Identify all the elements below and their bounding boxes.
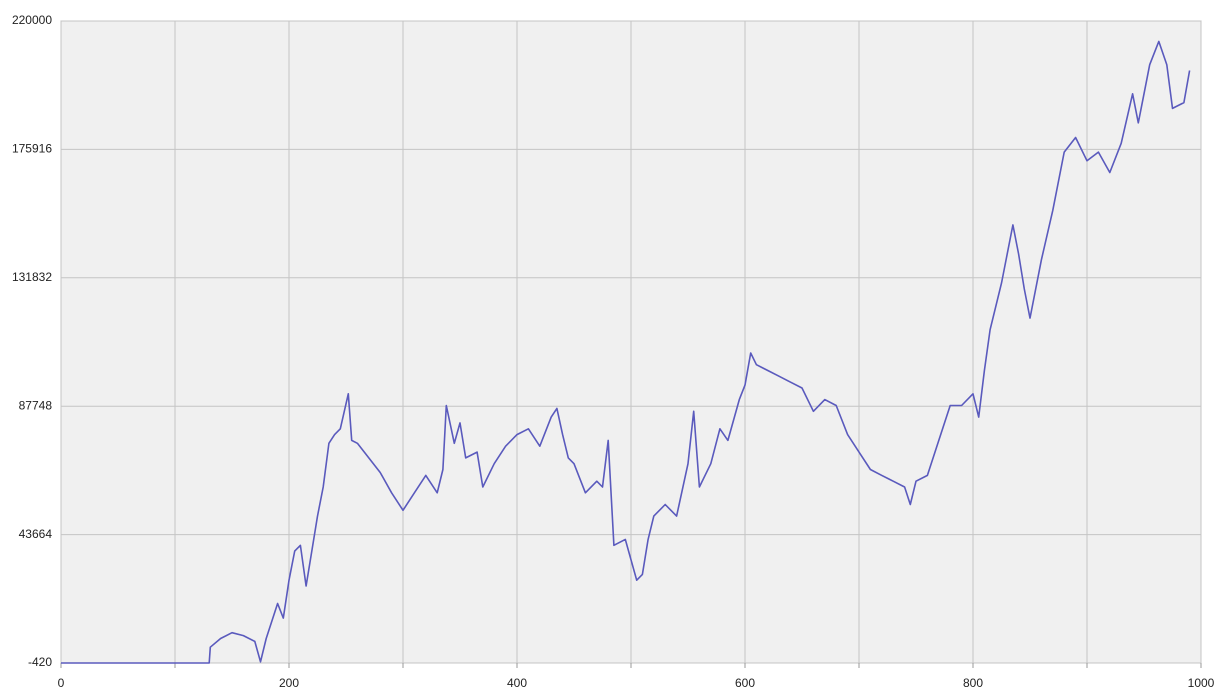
data-line: [61, 40, 1191, 664]
y-tick-label: 43664: [19, 527, 53, 541]
x-tick-label: 0: [58, 676, 65, 690]
y-tick-label: 175916: [12, 142, 52, 156]
y-tick-label: -420: [28, 655, 52, 669]
x-tick-label: 200: [279, 676, 299, 690]
x-tick-label: 1000: [1188, 676, 1215, 690]
y-tick-label: 87748: [19, 398, 53, 412]
x-tick-label: 400: [507, 676, 527, 690]
y-tick-label: 220000: [12, 13, 52, 27]
y-tick-label: 131832: [12, 270, 52, 284]
x-tick-label: 800: [963, 676, 983, 690]
x-tick-label: 600: [735, 676, 755, 690]
